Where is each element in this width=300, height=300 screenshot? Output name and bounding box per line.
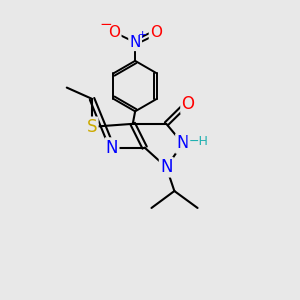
- Text: S: S: [87, 118, 97, 136]
- Text: N: N: [106, 139, 118, 157]
- Text: −H: −H: [188, 136, 208, 148]
- Text: O: O: [108, 25, 120, 40]
- Text: +: +: [138, 30, 147, 40]
- Text: O: O: [182, 95, 194, 113]
- Text: −: −: [100, 17, 112, 32]
- Text: N: N: [160, 158, 172, 176]
- Text: O: O: [150, 25, 162, 40]
- Text: N: N: [176, 134, 189, 152]
- Text: N: N: [130, 35, 141, 50]
